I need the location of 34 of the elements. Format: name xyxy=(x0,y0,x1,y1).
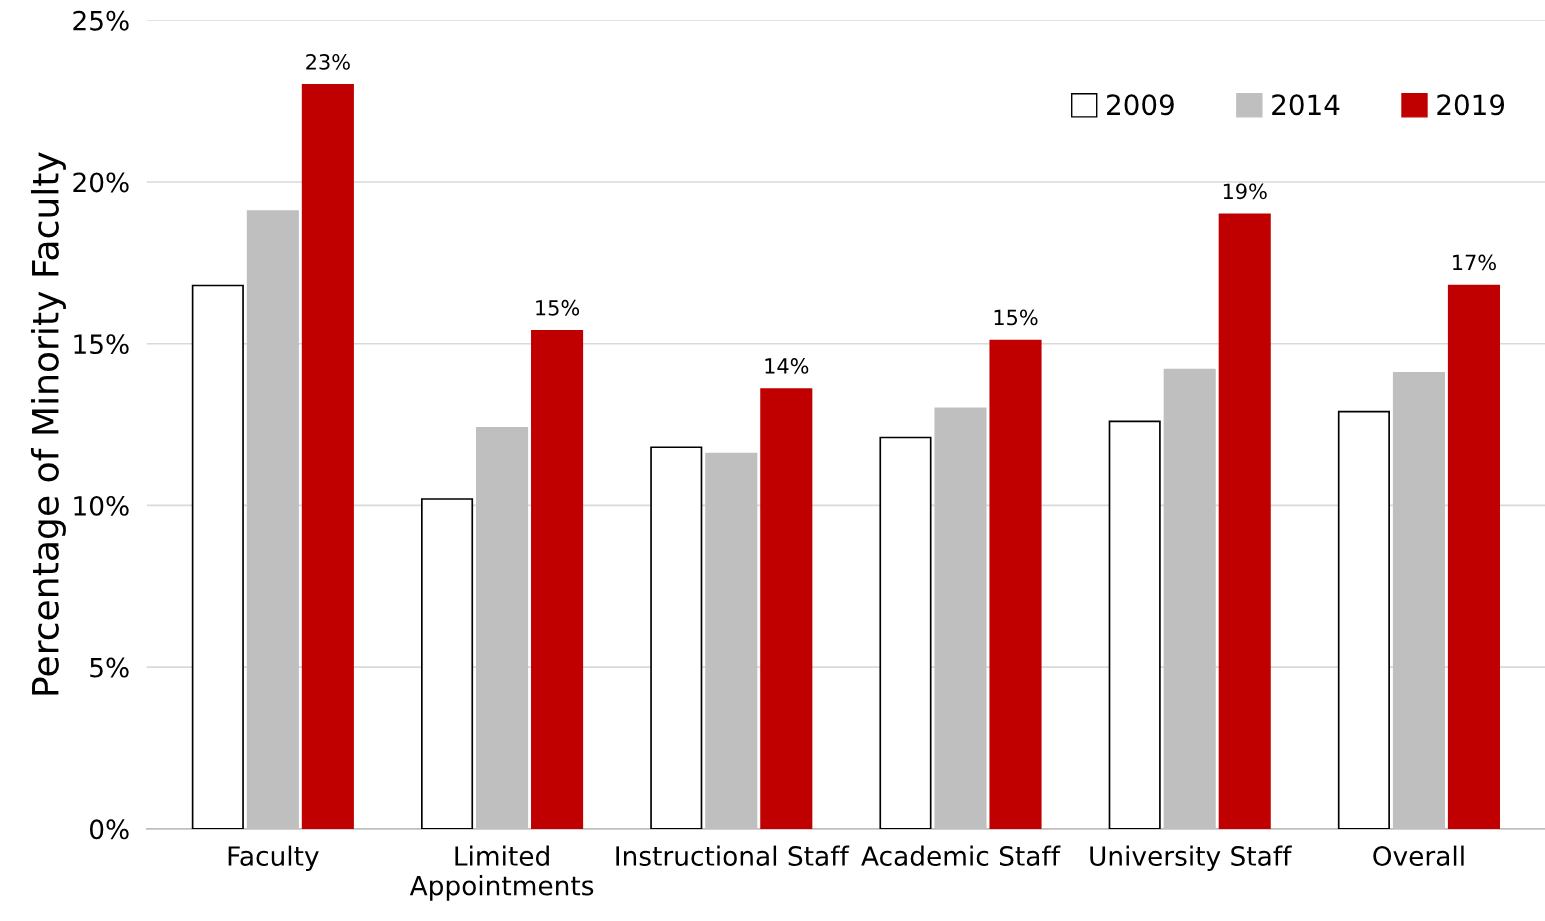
bar xyxy=(421,498,474,829)
bar xyxy=(1447,284,1500,829)
x-tick-label: University Staff xyxy=(1090,845,1292,872)
x-tick-label: Faculty xyxy=(228,845,319,872)
data-label: 15% xyxy=(994,309,1038,326)
bar xyxy=(531,329,584,829)
y-tick-label: 20% xyxy=(73,172,129,193)
bar xyxy=(879,436,932,829)
x-tick-label: Overall xyxy=(1373,845,1464,866)
legend-label: 2009 xyxy=(1107,94,1174,116)
data-label: 19% xyxy=(1223,183,1267,200)
bar xyxy=(301,84,354,829)
data-label: 17% xyxy=(1453,254,1496,271)
x-tick-label: Academic Staff xyxy=(861,845,1061,866)
data-label: 14% xyxy=(765,358,809,374)
bar xyxy=(760,388,813,829)
x-tick-label: Instructional Staff xyxy=(616,845,850,866)
bar xyxy=(650,446,703,829)
y-tick-label: 15% xyxy=(74,334,129,355)
x-tick-label: Limited Appointments xyxy=(409,845,594,901)
bar xyxy=(989,339,1042,829)
bar xyxy=(1218,213,1271,829)
bar xyxy=(1108,420,1161,829)
data-label: 15% xyxy=(536,299,580,316)
y-tick-label: 5% xyxy=(90,657,129,678)
data-label: 23% xyxy=(306,54,350,70)
legend-label: 2014 xyxy=(1272,94,1340,116)
y-tick-label: 25% xyxy=(73,10,129,31)
legend-label: 2019 xyxy=(1437,94,1505,116)
bar xyxy=(1337,410,1390,829)
y-tick-label: 10% xyxy=(74,495,129,516)
y-axis-title: Percentage of Minority Faculty xyxy=(30,152,66,695)
bar xyxy=(191,284,244,829)
y-tick-label: 0% xyxy=(89,819,129,840)
